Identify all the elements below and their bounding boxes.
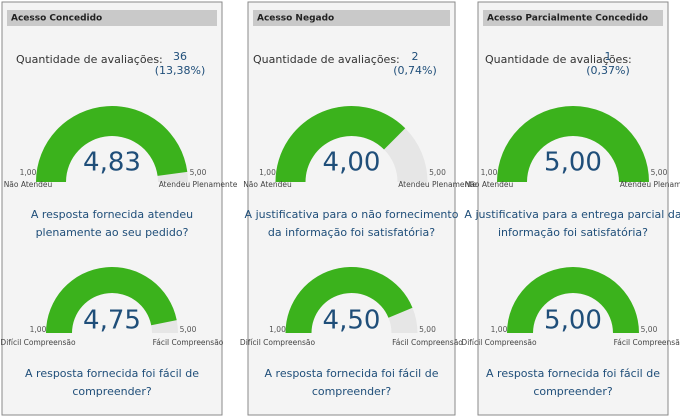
gauge-value-arc [36,106,188,182]
gauge-max-text: Fácil Compreensão [614,338,680,347]
panel-header [7,10,217,26]
gauge-max: 5,00 [429,168,446,177]
count-share: (0,37%) [586,64,630,77]
question: A justificativa para o não fornecimento [245,208,459,221]
count: 1 [605,50,612,63]
gauge-value: 4,83 [83,148,141,178]
gauge-max: 5,00 [180,325,197,334]
gauge-min-text: Difícil Compreensão [240,338,316,347]
count-share: (0,74%) [393,64,437,77]
question: plenamente ao seu pedido? [36,226,189,239]
question: compreender? [72,385,152,398]
gauge-value: 5,00 [544,148,602,178]
panel [247,1,456,416]
gauge-value-arc [285,266,413,333]
gauge-value-arc [507,267,639,333]
panel [1,1,223,416]
count-label: Quantidade de avaliações: [16,53,163,66]
gauge-min-text: Não Atendeu [243,180,292,189]
question: compreender? [533,385,613,398]
gauge-max-text: Atendeu Plenamente [159,180,238,189]
gauge-max: 5,00 [641,325,658,334]
gauge-min: 1,00 [20,168,37,177]
gauge-min: 1,00 [481,168,498,177]
count-label: Quantidade de avaliações: [253,53,400,66]
gauge-min: 1,00 [269,325,286,334]
gauge-min-text: Difícil Compreensão [461,338,537,347]
count-share: (13,38%) [155,64,206,77]
gauge-max-text: Fácil Compreensão [153,338,224,347]
gauge-value: 4,50 [323,306,381,336]
question: A resposta fornecida foi fácil de [265,367,439,380]
gauge-min-text: Não Atendeu [4,180,53,189]
gauge-value: 5,00 [544,306,602,336]
question: A resposta fornecida foi fácil de [486,367,660,380]
question: informação foi satisfatória? [498,226,648,239]
panel-title: Acesso Parcialmente Concedido [487,14,648,24]
gauge-min: 1,00 [491,325,508,334]
question: da informação foi satisfatória? [268,226,435,239]
question: compreender? [312,385,392,398]
question: A justificativa para a entrega parcial d… [464,208,680,221]
gauge-value-arc [497,106,649,182]
panel-header [483,10,663,26]
count: 36 [173,50,187,63]
panel [477,1,669,416]
gauge-value: 4,00 [323,148,381,178]
gauge-max: 5,00 [190,168,207,177]
panel-header [253,10,450,26]
gauge-min: 1,00 [30,325,47,334]
gauge-max: 5,00 [651,168,668,177]
gauge-min-text: Difícil Compreensão [0,338,76,347]
gauge-min-text: Não Atendeu [465,180,514,189]
question: A resposta fornecida atendeu [31,208,193,221]
gauge-min: 1,00 [259,168,276,177]
gauge-max-text: Fácil Compreensão [392,338,463,347]
panel-title: Acesso Concedido [11,14,102,24]
question: A resposta fornecida foi fácil de [25,367,199,380]
count-label: Quantidade de avaliações: [485,53,632,66]
count: 2 [412,50,419,63]
panel-title: Acesso Negado [257,14,334,24]
gauge-value-arc [275,106,406,182]
gauge-value-arc [46,267,177,333]
gauge-max: 5,00 [419,325,436,334]
gauge-max-text: Atendeu Plenamente [620,180,680,189]
gauge-max-text: Atendeu Plenamente [398,180,477,189]
gauge-value: 4,75 [83,306,141,336]
